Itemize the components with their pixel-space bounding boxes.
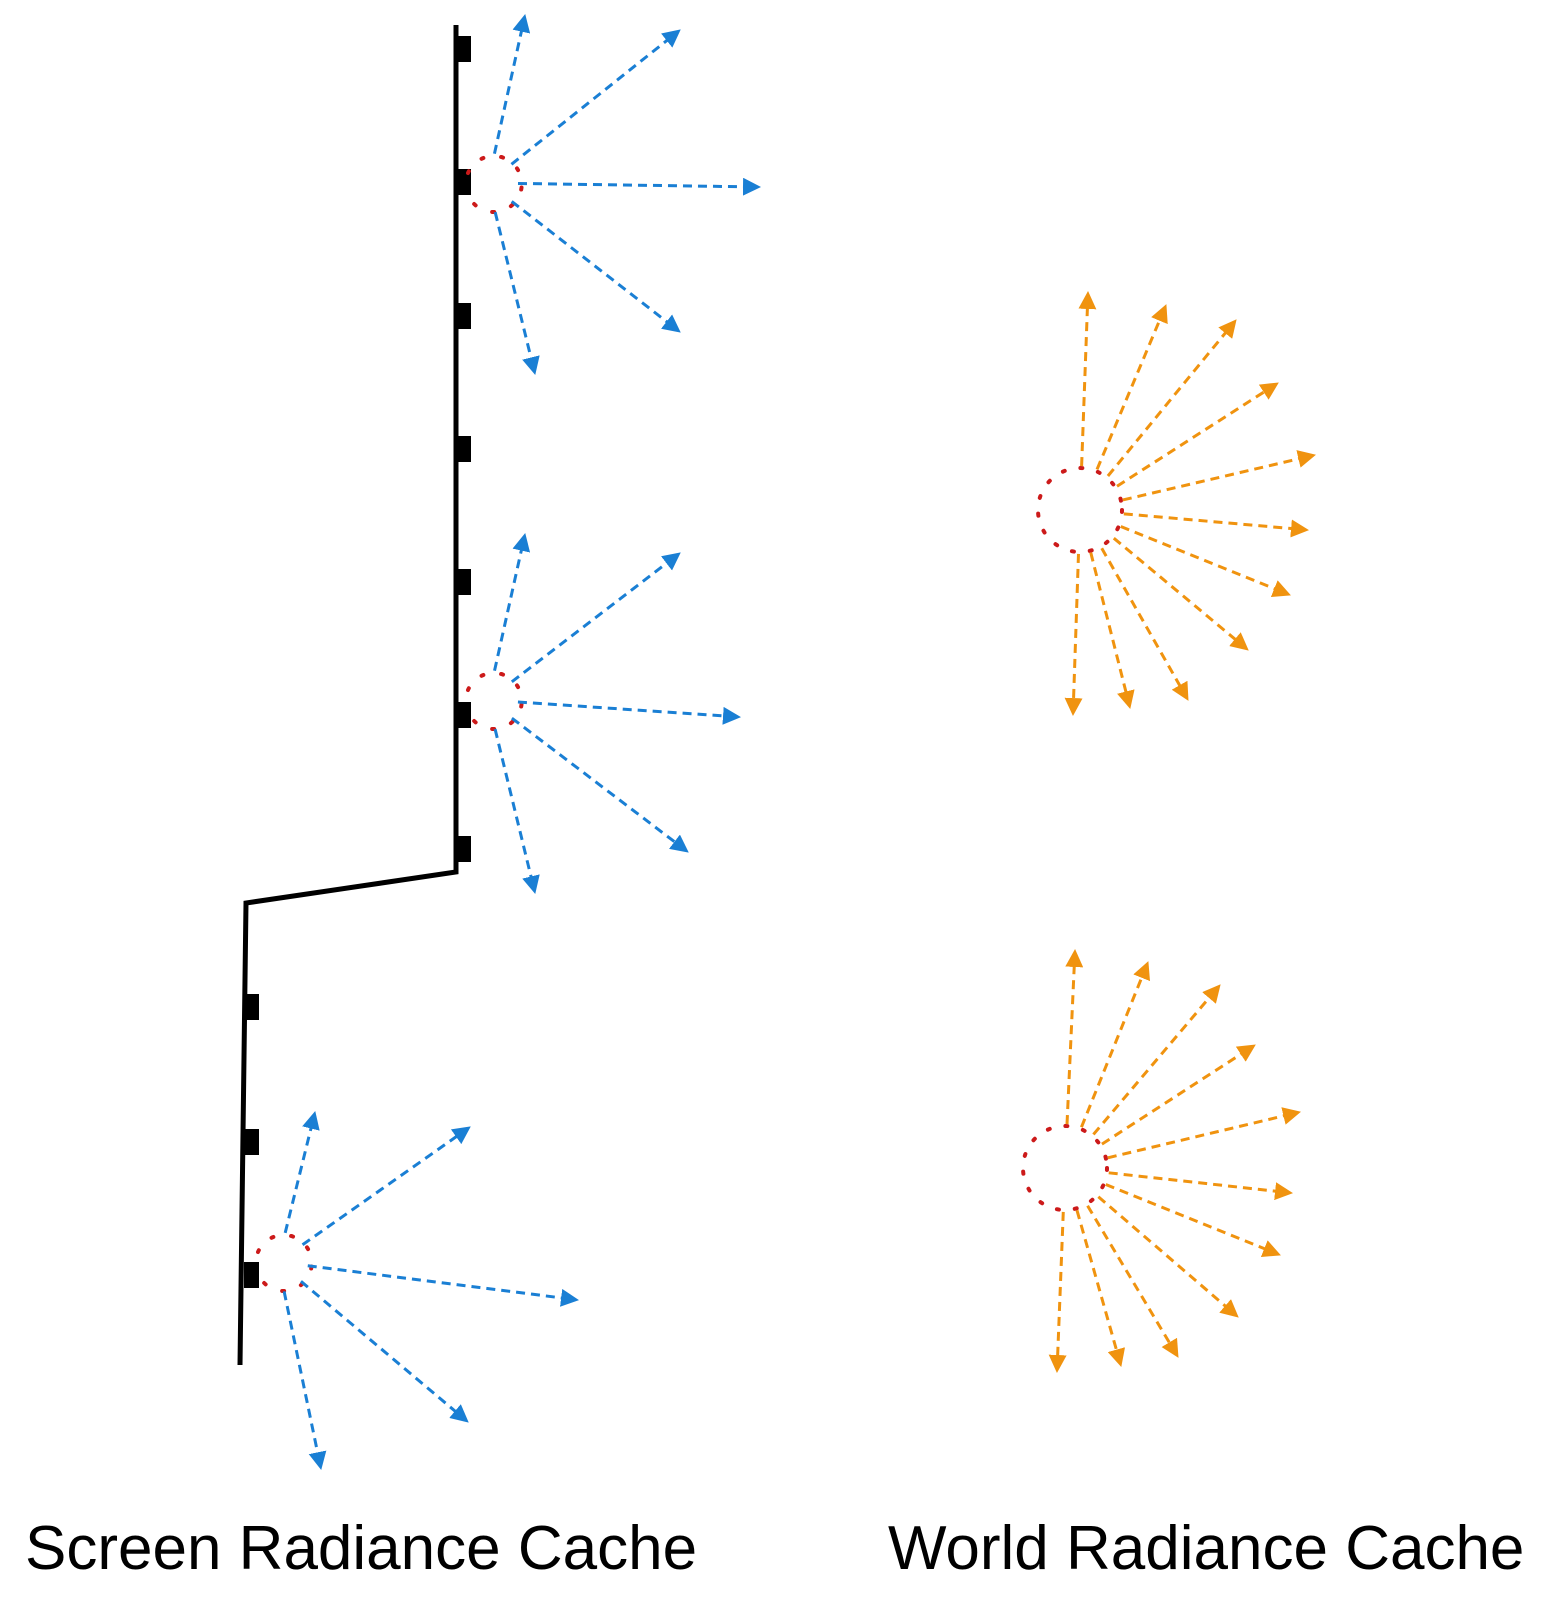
screen-ray-arrow	[283, 1111, 320, 1234]
world-ray-arrow	[1116, 382, 1279, 488]
world-probe	[1021, 949, 1301, 1373]
world-ray-arrow	[1122, 450, 1316, 502]
surface-pixel-marker	[244, 994, 259, 1020]
screen-ray-arrow	[307, 1264, 579, 1307]
screen-ray-arrow	[493, 211, 540, 375]
screen-probes	[256, 14, 761, 1470]
world-ray-arrow	[1123, 512, 1309, 538]
world-probes	[1021, 291, 1316, 1373]
screen-probe	[466, 14, 761, 375]
surface-geometry	[237, 25, 471, 1366]
surface-pixel-marker	[244, 1129, 259, 1155]
world-ray-arrow	[1086, 1204, 1179, 1358]
surface-pixel-marker	[456, 169, 471, 195]
world-ray-arrow	[1078, 291, 1097, 467]
world-ray-arrow	[1048, 1211, 1067, 1373]
world-probe	[1036, 291, 1316, 716]
screen-ray-arrow	[492, 14, 531, 155]
screen-ray-arrow	[510, 552, 681, 683]
world-ray-arrow	[1107, 1107, 1301, 1160]
screen-ray-arrow	[299, 1280, 469, 1423]
world-ray-arrow	[1075, 1209, 1126, 1367]
surface-pixel-marker	[456, 702, 471, 728]
screen-ray-arrow	[510, 29, 681, 166]
screen-ray-arrow	[493, 533, 531, 672]
sphere-probe-icon	[1036, 466, 1124, 554]
world-ray-arrow	[1065, 949, 1084, 1125]
surface-pixel-marker	[456, 303, 471, 329]
screen-ray-arrow	[510, 716, 689, 853]
sphere-probe-icon	[1021, 1124, 1109, 1212]
world-ray-arrow	[1120, 525, 1291, 597]
surface-pixel-marker	[244, 1262, 259, 1288]
screen-radiance-cache-caption: Screen Radiance Cache	[25, 1514, 698, 1583]
world-ray-arrow	[1097, 1195, 1239, 1318]
screen-ray-arrow	[301, 1126, 471, 1246]
hemisphere-probe-icon	[256, 1233, 314, 1293]
surface-pixel-marker	[456, 36, 471, 62]
surface-pixel-marker	[456, 569, 471, 595]
screen-ray-arrow	[510, 200, 681, 333]
surface-pixel-marker	[456, 436, 471, 462]
screen-ray-arrow	[517, 177, 761, 196]
screen-probe	[466, 533, 741, 894]
world-ray-arrow	[1108, 1171, 1293, 1201]
world-ray-arrow	[1112, 537, 1249, 651]
world-radiance-cache-caption: World Radiance Cache	[888, 1514, 1525, 1583]
hemisphere-probe-icon	[466, 671, 524, 731]
surface-polyline-icon	[237, 25, 459, 1366]
screen-ray-arrow	[493, 728, 540, 894]
world-ray-arrow	[1100, 547, 1189, 701]
world-ray-arrow	[1105, 1183, 1281, 1257]
screen-ray-arrow	[282, 1291, 327, 1470]
surface-pixel-marker	[456, 836, 471, 862]
world-ray-arrow	[1089, 552, 1135, 709]
screen-probe	[256, 1111, 579, 1470]
hemisphere-probe-icon	[466, 154, 524, 214]
world-ray-arrow	[1064, 553, 1083, 716]
world-ray-arrow	[1095, 304, 1168, 471]
screen-ray-arrow	[517, 700, 741, 725]
world-ray-arrow	[1092, 984, 1221, 1136]
world-ray-arrow	[1080, 961, 1150, 1128]
world-ray-arrow	[1106, 319, 1237, 477]
